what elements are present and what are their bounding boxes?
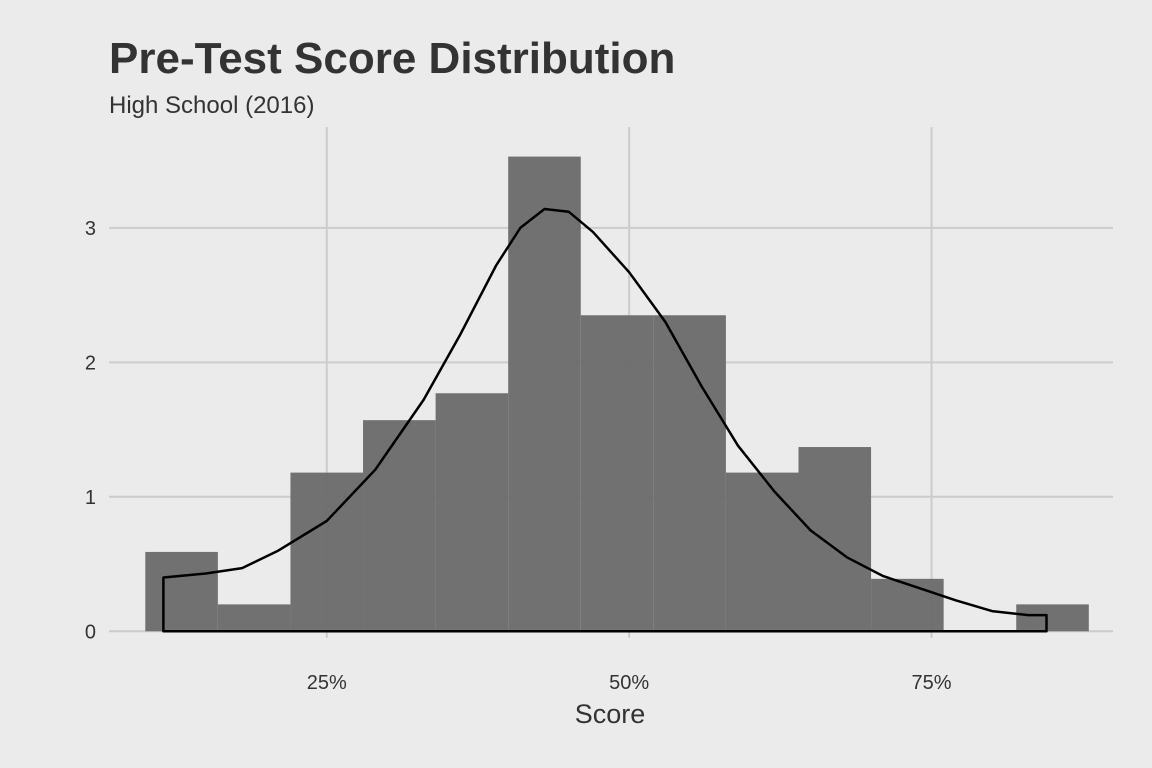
histogram-bar-10: [871, 578, 944, 632]
x-tick-label: 25%: [307, 672, 347, 694]
y-axis-tick-labels: 0 1 2 3: [85, 218, 96, 643]
histogram-bar-5: [508, 156, 581, 632]
histogram-bar-7: [653, 315, 726, 632]
histogram-bar-12: [1016, 604, 1089, 632]
x-axis-tick-labels: 25% 50% 75%: [307, 672, 952, 694]
histogram-bar-6: [580, 315, 654, 632]
y-tick-label: 2: [85, 352, 96, 374]
histogram-bar-9: [798, 447, 872, 632]
histogram-bar-3: [363, 420, 436, 632]
chart-subtitle: High School (2016): [109, 92, 314, 119]
y-tick-label: 0: [85, 621, 96, 643]
histogram-bars: [145, 156, 1089, 632]
histogram-bar-4: [435, 393, 509, 632]
histogram-bar-1: [217, 604, 291, 632]
density-curve-group: [162, 207, 1048, 633]
density-curve: [162, 207, 1048, 633]
y-tick-label: 3: [85, 218, 96, 240]
chart-title: Pre-Test Score Distribution: [109, 34, 675, 83]
histogram-bar-8: [725, 472, 799, 632]
x-tick-label: 50%: [609, 672, 649, 694]
y-tick-label: 1: [85, 487, 96, 509]
histogram-bar-2: [290, 472, 364, 632]
x-tick-label: 75%: [912, 672, 952, 694]
x-axis-title: Score: [575, 699, 646, 729]
histogram-bar-0: [145, 551, 218, 632]
